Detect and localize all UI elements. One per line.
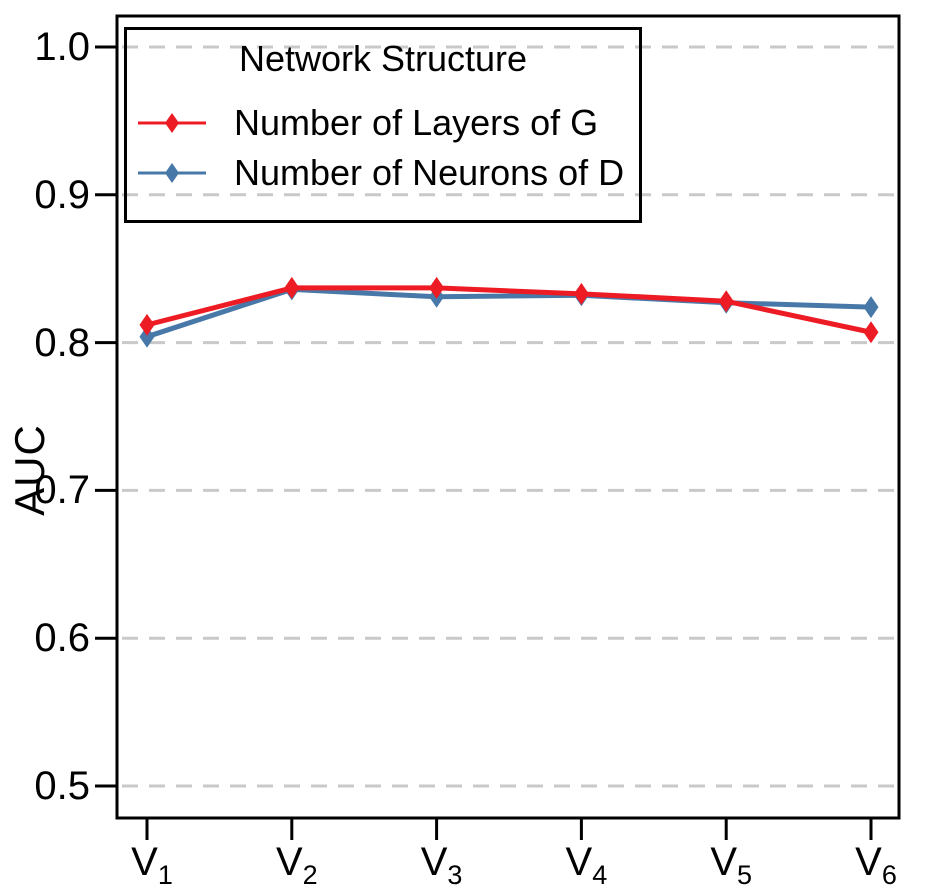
legend-swatch-red-diamond-icon [138, 113, 206, 133]
y-tick-label: 0.9 [34, 172, 90, 217]
data-point-marker-series-0 [863, 321, 879, 344]
y-tick-label: 0.5 [34, 764, 90, 808]
x-tick-label: V4 [565, 840, 608, 886]
x-tick-label: V6 [855, 840, 897, 886]
plot-border [115, 14, 901, 820]
data-point-marker-series-1 [139, 325, 155, 348]
data-point-marker-series-0 [284, 276, 300, 299]
y-tick-label: 1.0 [34, 25, 90, 69]
x-tick-label: V3 [420, 840, 463, 886]
data-point-marker-series-0 [573, 282, 589, 305]
x-tick-label: V2 [275, 840, 318, 886]
data-point-marker-series-1 [863, 296, 879, 319]
legend-swatch-blue-diamond-icon [138, 163, 206, 183]
y-tick-label: 0.6 [34, 616, 90, 661]
legend-box: Network Structure Number of Layers of G … [124, 27, 642, 223]
data-point-marker-series-0 [718, 290, 734, 313]
legend-item-label: Number of Neurons of D [234, 152, 625, 193]
series-line-0 [146, 285, 872, 335]
data-point-marker-series-0 [139, 313, 155, 336]
y-tick-label: 0.8 [34, 320, 90, 365]
x-tick-label: V1 [131, 840, 173, 886]
legend-item-neurons-of-d: Number of Neurons of D [136, 152, 624, 194]
x-tick-label: V5 [710, 840, 753, 886]
legend-title: Network Structure [238, 38, 528, 79]
y-tick-label: 0.7 [34, 468, 90, 513]
legend-item-layers-of-g: Number of Layers of G [136, 102, 598, 144]
data-point-marker-series-0 [429, 276, 445, 299]
legend-item-label: Number of Layers of G [234, 102, 599, 143]
series-line-1 [146, 286, 872, 340]
